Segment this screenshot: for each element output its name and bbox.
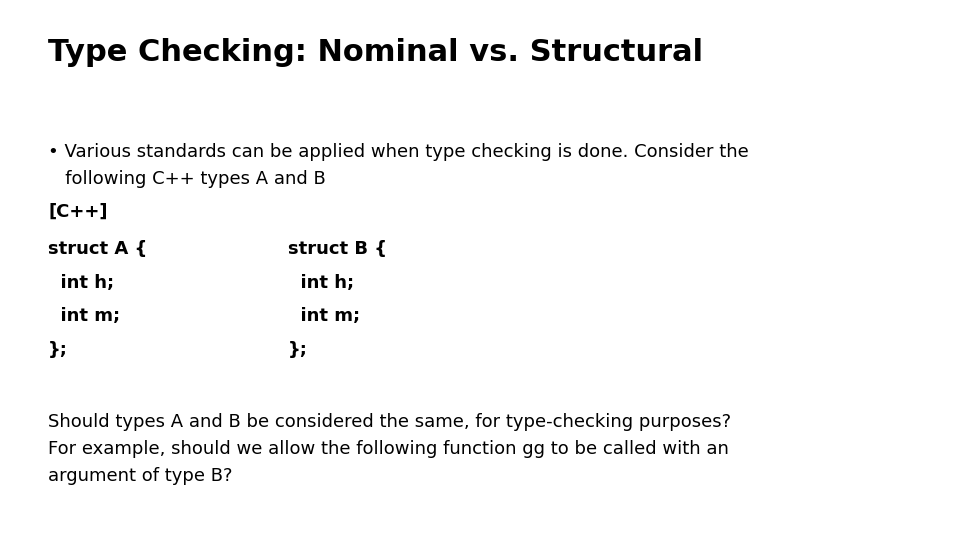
Text: Should types A and B be considered the same, for type-checking purposes?: Should types A and B be considered the s…: [48, 413, 732, 431]
Text: };: };: [288, 341, 308, 359]
Text: following C++ types A and B: following C++ types A and B: [48, 170, 325, 188]
Text: [C++]: [C++]: [48, 202, 108, 220]
Text: For example, should we allow the following function gg to be called with an: For example, should we allow the followi…: [48, 440, 729, 458]
Text: int h;: int h;: [288, 274, 354, 292]
Text: };: };: [48, 341, 68, 359]
Text: int h;: int h;: [48, 274, 114, 292]
Text: Type Checking: Nominal vs. Structural: Type Checking: Nominal vs. Structural: [48, 38, 703, 67]
Text: argument of type B?: argument of type B?: [48, 467, 232, 485]
Text: • Various standards can be applied when type checking is done. Consider the: • Various standards can be applied when …: [48, 143, 749, 161]
Text: struct A {: struct A {: [48, 240, 148, 258]
Text: int m;: int m;: [288, 307, 360, 325]
Text: int m;: int m;: [48, 307, 120, 325]
Text: struct B {: struct B {: [288, 240, 387, 258]
